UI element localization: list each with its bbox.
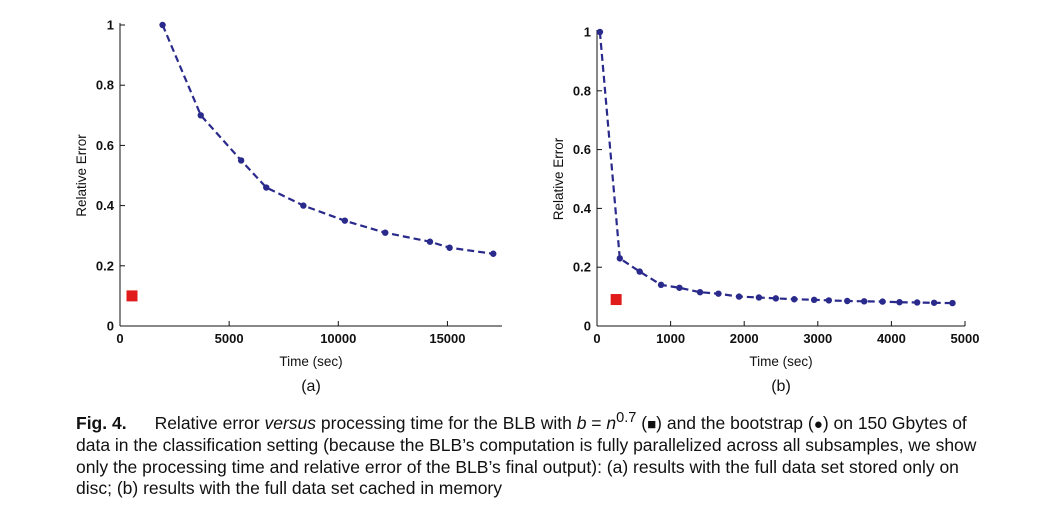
bootstrap-series-line xyxy=(161,24,494,255)
y-tick-label: 0.6 xyxy=(96,138,114,153)
circle-symbol-icon: ● xyxy=(813,415,823,433)
blb-point xyxy=(610,294,622,306)
y-tick-label: 0.2 xyxy=(573,260,591,275)
bootstrap-point xyxy=(696,288,704,296)
bootstrap-point xyxy=(426,238,434,245)
bootstrap-point xyxy=(879,298,886,305)
bootstrap-point xyxy=(860,298,868,305)
y-tick-label: 0.2 xyxy=(96,258,114,273)
y-axis-label: Relative Error xyxy=(551,137,566,220)
caption-fig-label: Fig. 4. xyxy=(76,412,127,433)
caption-text-3: processing time for the BLB with xyxy=(316,412,577,433)
x-tick-label: 2000 xyxy=(730,331,759,346)
caption-text-4: ( xyxy=(636,412,648,433)
bootstrap-point xyxy=(896,298,903,306)
blb-point xyxy=(126,290,138,302)
bootstrap-point xyxy=(913,299,921,306)
bootstrap-point xyxy=(636,268,643,275)
bootstrap-point xyxy=(735,293,743,300)
y-tick-label: 0.8 xyxy=(573,83,591,98)
caption-exponent: 0.7 xyxy=(616,410,637,426)
bootstrap-point xyxy=(810,296,818,304)
bootstrap-point xyxy=(676,284,683,291)
figure-caption: Fig. 4. Relative error versus processing … xyxy=(76,408,981,500)
y-tick-label: 0.6 xyxy=(573,142,591,157)
bootstrap-point xyxy=(657,281,665,289)
chart-panel-a: 0 0.2 0.4 0.6 0.8 1 0 5000 10000 15000 Time (sec) R… xyxy=(74,18,502,395)
x-tick-label: 10000 xyxy=(320,331,356,346)
bootstrap-point xyxy=(616,255,624,262)
chart-panel-b: 0 0.2 0.4 0.6 0.8 1 0 1000 2000 3000 4000 5000 Time … xyxy=(551,25,979,396)
bootstrap-point xyxy=(382,229,389,236)
bootstrap-point xyxy=(490,250,497,257)
y-tick-label: 0.8 xyxy=(96,78,114,93)
caption-text-5: ) and the bootstrap ( xyxy=(656,412,814,433)
panel-label: (b) xyxy=(771,378,791,395)
bootstrap-point xyxy=(197,112,204,119)
bootstrap-point xyxy=(446,244,453,251)
y-tick-label: 0.4 xyxy=(96,198,115,213)
x-axis-label: Time (sec) xyxy=(749,354,812,369)
caption-var-n: n xyxy=(606,412,617,433)
y-tick-label: 1 xyxy=(584,25,591,40)
x-tick-label: 0 xyxy=(593,331,600,346)
bootstrap-point xyxy=(341,217,349,224)
bootstrap-point xyxy=(159,21,166,29)
x-tick-label: 5000 xyxy=(951,331,980,346)
panel-label: (a) xyxy=(301,378,321,395)
y-tick-label: 0.4 xyxy=(573,201,592,216)
x-axis-label: Time (sec) xyxy=(279,354,342,369)
x-tick-label: 3000 xyxy=(803,331,832,346)
y-tick-label: 0 xyxy=(584,319,591,334)
bootstrap-point xyxy=(791,296,798,303)
bootstrap-point xyxy=(596,28,604,36)
x-tick-label: 0 xyxy=(116,331,123,346)
y-tick-label: 0 xyxy=(107,319,114,334)
bootstrap-point xyxy=(237,157,245,164)
bootstrap-point xyxy=(300,202,307,209)
bootstrap-series-line xyxy=(598,31,953,305)
bootstrap-point xyxy=(772,295,780,302)
x-tick-label: 4000 xyxy=(877,331,906,346)
bootstrap-point xyxy=(715,290,722,297)
square-symbol-icon: ■ xyxy=(647,415,657,433)
x-tick-label: 1000 xyxy=(656,331,685,346)
y-tick-label: 1 xyxy=(107,18,114,33)
bootstrap-point xyxy=(930,299,938,306)
bootstrap-point xyxy=(825,297,833,304)
caption-text-6: ) on 150 Gbytes of data in the classific… xyxy=(76,412,977,499)
bootstrap-point xyxy=(263,184,270,191)
caption-versus: versus xyxy=(264,412,317,433)
bootstrap-point xyxy=(844,297,851,305)
bootstrap-point xyxy=(755,294,763,301)
bootstrap-point xyxy=(949,299,956,307)
caption-equals: = xyxy=(586,412,607,433)
caption-var-b: b xyxy=(576,412,587,433)
x-tick-label: 15000 xyxy=(429,331,465,346)
x-tick-label: 5000 xyxy=(215,331,244,346)
y-axis-label: Relative Error xyxy=(74,134,89,217)
caption-text-1: Relative error xyxy=(154,412,265,433)
